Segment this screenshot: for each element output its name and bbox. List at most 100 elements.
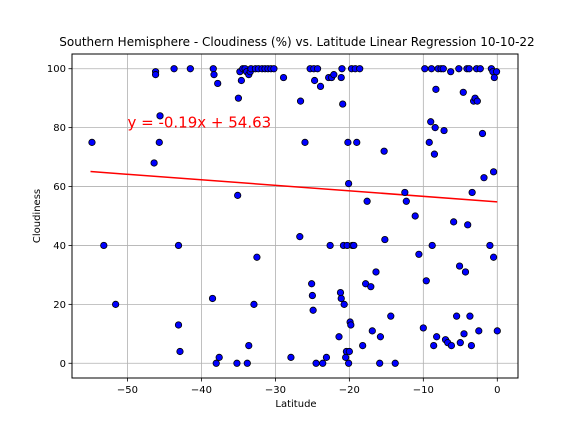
y-tick-label: 80 xyxy=(53,123,66,134)
scatter-point xyxy=(447,68,453,74)
scatter-point xyxy=(156,139,162,145)
scatter-point xyxy=(412,213,418,219)
scatter-point xyxy=(431,151,437,157)
chart-title: Southern Hemisphere - Cloudiness (%) vs.… xyxy=(59,35,534,49)
scatter-point xyxy=(420,325,426,331)
scatter-point xyxy=(441,127,447,133)
scatter-point xyxy=(336,334,342,340)
scatter-point xyxy=(314,66,320,72)
scatter-point xyxy=(481,175,487,181)
scatter-point xyxy=(234,192,240,198)
scatter-point xyxy=(403,198,409,204)
scatter-point xyxy=(187,66,193,72)
scatter-point xyxy=(359,342,365,348)
scatter-point xyxy=(429,242,435,248)
scatter-point xyxy=(112,301,118,307)
x-tick-label: 0 xyxy=(494,385,500,396)
scatter-point xyxy=(490,169,496,175)
scatter-point xyxy=(474,98,480,104)
scatter-point xyxy=(351,242,357,248)
scatter-point xyxy=(238,77,244,83)
scatter-point xyxy=(215,80,221,86)
scatter-point xyxy=(340,101,346,107)
scatter-point xyxy=(381,148,387,154)
x-tick-label: −40 xyxy=(191,385,212,396)
scatter-point xyxy=(254,254,260,260)
scatter-point xyxy=(177,348,183,354)
scatter-point xyxy=(175,322,181,328)
scatter-point xyxy=(461,331,467,337)
scatter-point xyxy=(345,360,351,366)
scatter-point xyxy=(171,66,177,72)
scatter-point xyxy=(354,139,360,145)
scatter-point xyxy=(323,354,329,360)
scatter-point xyxy=(216,354,222,360)
scatter-point xyxy=(469,189,475,195)
scatter-point xyxy=(271,66,277,72)
scatter-point xyxy=(320,360,326,366)
scatter-point xyxy=(213,360,219,366)
scatter-point xyxy=(388,313,394,319)
scatter-point xyxy=(457,339,463,345)
scatter-point xyxy=(310,307,316,313)
scatter-point xyxy=(210,66,216,72)
y-tick-label: 100 xyxy=(47,64,66,75)
y-tick-label: 40 xyxy=(53,241,66,252)
scatter-point xyxy=(364,198,370,204)
x-tick-label: −10 xyxy=(413,385,434,396)
scatter-point xyxy=(211,71,217,77)
scatter-point xyxy=(448,342,454,348)
scatter-point xyxy=(251,301,257,307)
scatter-point xyxy=(422,66,428,72)
scatter-point xyxy=(338,74,344,80)
scatter-point xyxy=(175,242,181,248)
scatter-point xyxy=(428,66,434,72)
y-tick-label: 60 xyxy=(53,182,66,193)
scatter-point xyxy=(382,236,388,242)
scatter-point xyxy=(101,242,107,248)
scatter-point xyxy=(311,77,317,83)
scatter-point xyxy=(433,86,439,92)
scatter-point xyxy=(308,281,314,287)
scatter-point xyxy=(338,295,344,301)
scatter-point xyxy=(313,360,319,366)
scatter-point xyxy=(234,360,240,366)
scatter-point xyxy=(297,98,303,104)
scatter-point xyxy=(339,66,345,72)
scatter-point xyxy=(342,354,348,360)
scatter-point xyxy=(89,139,95,145)
scatter-point xyxy=(376,360,382,366)
y-axis-label: Cloudiness xyxy=(32,189,43,243)
scatter-point xyxy=(453,313,459,319)
scatter-point xyxy=(341,301,347,307)
scatter-point xyxy=(487,242,493,248)
scatter-point xyxy=(346,348,352,354)
scatter-point xyxy=(428,119,434,125)
scatter-point xyxy=(493,68,499,74)
scatter-point xyxy=(345,180,351,186)
x-tick-label: −50 xyxy=(117,385,138,396)
scatter-point xyxy=(440,66,446,72)
regression-equation-label: y = -0.19x + 54.63 xyxy=(127,114,271,132)
scatter-point xyxy=(432,124,438,130)
scatter-point xyxy=(369,328,375,334)
scatter-point xyxy=(467,313,473,319)
scatter-point xyxy=(450,219,456,225)
scatter-point xyxy=(297,233,303,239)
scatter-point xyxy=(423,278,429,284)
scatter-point xyxy=(430,342,436,348)
x-axis-label: Latitude xyxy=(275,399,316,410)
scatter-point xyxy=(331,71,337,77)
scatter-point xyxy=(456,263,462,269)
scatter-point xyxy=(433,334,439,340)
scatter-point xyxy=(377,334,383,340)
scatter-point xyxy=(490,254,496,260)
x-tick-label: −20 xyxy=(339,385,360,396)
scatter-point xyxy=(373,269,379,275)
y-tick-label: 0 xyxy=(60,359,66,370)
scatter-point xyxy=(246,342,252,348)
scatter-point xyxy=(466,66,472,72)
scatter-point xyxy=(151,160,157,166)
scatter-point xyxy=(302,139,308,145)
